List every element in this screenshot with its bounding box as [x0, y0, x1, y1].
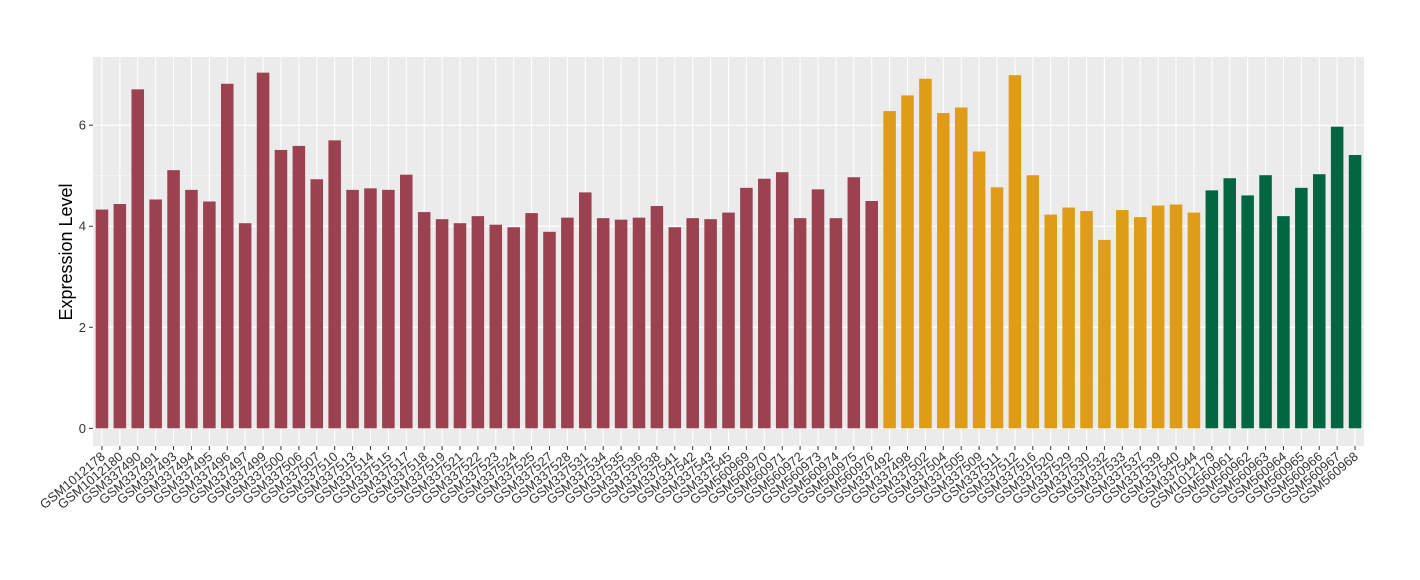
y-tick-label: 6	[79, 118, 86, 133]
bar-gsm337491	[149, 199, 162, 429]
bar-gsm337534	[596, 218, 610, 429]
bar-gsm337542	[686, 218, 699, 429]
bar-gsm560965	[1295, 187, 1308, 429]
bar-gsm337493	[167, 170, 180, 429]
bar-gsm560962	[1241, 195, 1254, 429]
bar-gsm337496	[220, 83, 234, 429]
bar-gsm337519	[435, 219, 449, 429]
bar-gsm337516	[1026, 175, 1040, 429]
bar-gsm337537	[1133, 217, 1147, 429]
bar-gsm337522	[471, 216, 485, 429]
bar-gsm560964	[1277, 216, 1290, 429]
y-tick-label: 0	[79, 421, 86, 436]
bar-gsm560973	[811, 189, 825, 429]
bar-gsm337506	[292, 145, 306, 429]
bar-gsm337502	[919, 78, 932, 429]
y-tick-label: 4	[79, 219, 86, 234]
bar-gsm560976	[865, 200, 878, 429]
bar-gsm560974	[829, 218, 843, 429]
bar-gsm1012178	[95, 209, 109, 429]
bar-gsm337545	[722, 212, 735, 429]
bar-gsm337499	[256, 72, 270, 429]
bar-gsm337539	[1151, 205, 1165, 429]
bar-gsm337494	[185, 189, 198, 429]
bar-gsm337498	[901, 95, 914, 429]
bar-gsm337490	[131, 89, 145, 429]
bar-gsm1012179	[1205, 190, 1219, 429]
y-tick-label: 2	[79, 320, 86, 335]
bar-gsm337528	[561, 217, 574, 429]
bar-gsm337533	[1116, 210, 1129, 429]
bar-gsm337492	[883, 111, 896, 429]
bar-gsm337504	[937, 113, 950, 429]
bar-gsm337543	[704, 219, 717, 429]
bar-gsm337544	[1187, 212, 1201, 429]
bar-gsm337524	[507, 227, 520, 429]
bar-gsm337523	[489, 224, 503, 429]
bar-gsm337540	[1169, 204, 1183, 429]
bar-gsm337538	[650, 206, 664, 429]
bar-gsm337541	[668, 227, 682, 429]
bar-gsm337512	[1008, 75, 1022, 429]
bar-gsm337529	[1062, 207, 1075, 429]
bar-gsm337505	[954, 107, 968, 429]
bar-gsm337495	[203, 201, 216, 429]
bar-gsm560966	[1312, 174, 1326, 429]
bar-gsm560971	[775, 172, 789, 429]
bar-gsm337507	[310, 179, 324, 429]
bar-gsm337520	[1044, 214, 1057, 429]
bar-gsm337500	[274, 149, 288, 429]
bar-gsm560972	[793, 218, 807, 429]
bar-gsm337510	[328, 140, 341, 429]
bar-gsm337530	[1080, 211, 1093, 429]
bar-gsm337497	[238, 223, 252, 429]
bar-gsm337517	[400, 174, 413, 429]
bar-gsm337514	[364, 188, 377, 429]
bar-gsm560969	[740, 187, 753, 429]
bar-gsm337532	[1098, 239, 1111, 429]
bar-gsm1012180	[113, 204, 127, 429]
y-axis-label: Expression Level	[56, 183, 76, 320]
bar-gsm337527	[543, 231, 556, 429]
bar-gsm560961	[1223, 178, 1237, 429]
bar-gsm337511	[990, 187, 1004, 429]
bar-gsm560975	[847, 177, 861, 429]
bar-gsm337513	[346, 189, 359, 429]
bar-gsm560963	[1259, 175, 1272, 429]
bar-gsm337515	[382, 189, 395, 429]
bar-gsm337525	[525, 213, 538, 429]
bar-gsm337531	[579, 192, 592, 429]
bar-gsm337521	[453, 223, 467, 429]
bar-gsm337518	[417, 212, 431, 429]
bar-gsm560967	[1330, 126, 1344, 429]
bar-gsm337509	[972, 151, 986, 429]
bar-gsm337535	[614, 219, 628, 429]
bar-gsm560970	[758, 178, 771, 429]
bar-gsm337536	[632, 217, 646, 429]
bar-gsm560968	[1348, 155, 1362, 429]
